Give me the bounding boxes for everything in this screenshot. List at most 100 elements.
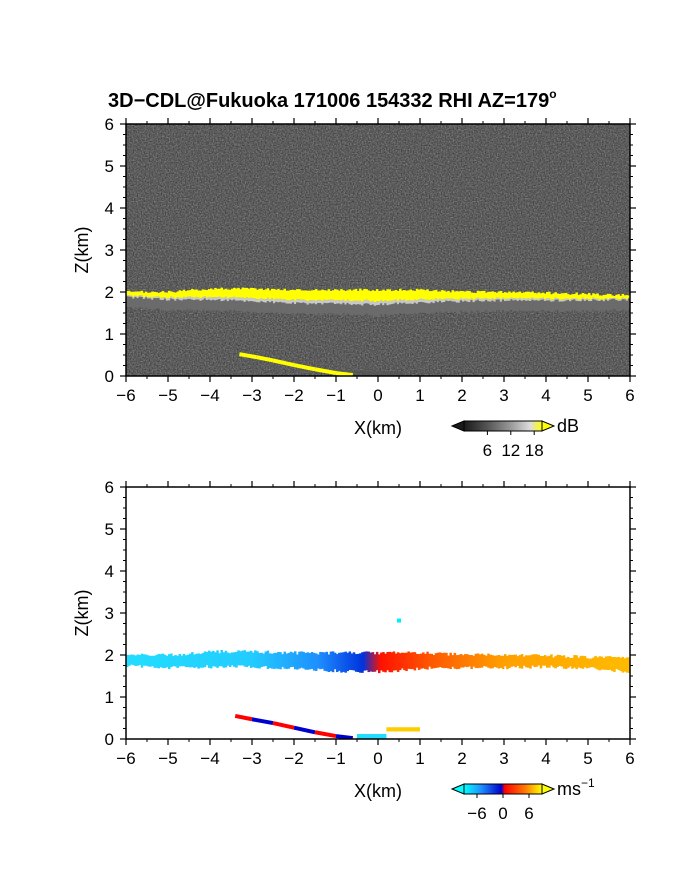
intensity-noise bbox=[126, 124, 630, 376]
intensity-layer-fringe bbox=[606, 300, 610, 312]
intensity-layer-fringe bbox=[514, 299, 517, 311]
intensity-layer-fringe bbox=[363, 303, 366, 315]
velocity-xtick-label: −4 bbox=[200, 749, 219, 768]
intensity-layer-fringe bbox=[378, 304, 381, 316]
intensity-layer-edge bbox=[130, 295, 133, 297]
intensity-layer-fringe bbox=[201, 299, 205, 311]
intensity-layer-core bbox=[606, 293, 610, 300]
velocity-layer-column bbox=[270, 653, 274, 669]
velocity-layer-column bbox=[195, 653, 198, 668]
velocity-layer-column bbox=[142, 654, 146, 666]
intensity-layer-core bbox=[426, 289, 429, 300]
velocity-layer-column bbox=[243, 650, 247, 667]
intensity-layer-edge bbox=[205, 297, 209, 301]
velocity-layer-column bbox=[321, 652, 324, 669]
velocity-layer-column bbox=[537, 654, 541, 666]
intensity-layer-fringe bbox=[249, 301, 253, 312]
intensity-layer-core bbox=[333, 289, 337, 301]
intensity-layer-fringe bbox=[489, 301, 492, 313]
intensity-layer-core bbox=[564, 292, 568, 299]
intensity-layer-fringe bbox=[588, 301, 591, 312]
velocity-layer-column bbox=[478, 654, 482, 668]
intensity-layer-fringe bbox=[153, 298, 156, 309]
intensity-xtick-label: 2 bbox=[457, 386, 466, 405]
intensity-layer-core bbox=[462, 291, 465, 299]
intensity-ground-clutter bbox=[239, 352, 257, 360]
intensity-layer-core bbox=[262, 290, 265, 300]
intensity-layer-fringe bbox=[140, 296, 144, 308]
intensity-layer-fringe bbox=[163, 298, 167, 310]
intensity-layer-core bbox=[594, 294, 597, 299]
intensity-layer-core bbox=[132, 291, 135, 297]
intensity-layer-core bbox=[216, 288, 219, 298]
intensity-layer-core bbox=[220, 287, 223, 298]
intensity-layer-edge bbox=[138, 295, 142, 297]
velocity-layer-column bbox=[445, 652, 448, 668]
velocity-layer-column bbox=[237, 650, 240, 666]
intensity-layer-core bbox=[546, 292, 549, 299]
intensity-layer-core bbox=[455, 291, 459, 300]
intensity-layer-fringe bbox=[415, 303, 419, 315]
intensity-layer-fringe bbox=[445, 300, 448, 312]
velocity-layer-column bbox=[583, 656, 587, 668]
velocity-layer-column bbox=[571, 657, 574, 669]
intensity-layer-edge bbox=[581, 297, 585, 300]
velocity-layer-column bbox=[201, 653, 205, 668]
velocity-layer-column bbox=[172, 656, 175, 667]
intensity-layer-core bbox=[468, 291, 471, 300]
intensity-layer-edge bbox=[151, 297, 154, 300]
intensity-layer-core bbox=[413, 290, 417, 300]
intensity-layer-edge bbox=[249, 297, 253, 302]
intensity-layer-edge bbox=[336, 300, 339, 304]
intensity-layer-core bbox=[539, 293, 543, 299]
intensity-layer-fringe bbox=[453, 301, 457, 313]
velocity-layer-column bbox=[378, 654, 381, 674]
intensity-layer-edge bbox=[472, 299, 475, 303]
velocity-isolated-echo bbox=[397, 618, 401, 623]
velocity-layer-column bbox=[222, 652, 226, 668]
velocity-layer-column bbox=[247, 651, 251, 666]
intensity-layer-edge bbox=[560, 299, 564, 302]
intensity-layer-fringe bbox=[168, 300, 171, 311]
intensity-layer-core bbox=[518, 291, 522, 298]
intensity-layer-edge bbox=[254, 298, 257, 302]
intensity-layer-core bbox=[415, 288, 419, 300]
velocity-layer-column bbox=[409, 652, 412, 670]
velocity-layer-column bbox=[157, 653, 160, 669]
intensity-layer-fringe bbox=[310, 303, 314, 315]
intensity-xtick-label: 6 bbox=[625, 386, 634, 405]
velocity-layer-column bbox=[462, 655, 465, 668]
intensity-layer-edge bbox=[256, 299, 259, 303]
velocity-layer-column bbox=[296, 654, 299, 670]
intensity-layer-fringe bbox=[346, 302, 349, 314]
velocity-layer-column bbox=[289, 651, 293, 668]
intensity-layer-fringe bbox=[296, 302, 299, 313]
velocity-layer-column bbox=[285, 653, 289, 670]
intensity-layer-fringe bbox=[170, 298, 173, 309]
intensity-layer-fringe bbox=[132, 298, 135, 310]
intensity-layer-core bbox=[432, 290, 436, 300]
intensity-layer-core bbox=[199, 290, 202, 299]
intensity-layer-core bbox=[541, 292, 545, 298]
velocity-layer-column bbox=[256, 651, 259, 669]
intensity-layer-core bbox=[424, 290, 427, 300]
velocity-layer-column bbox=[193, 654, 196, 668]
intensity-layer-fringe bbox=[459, 300, 463, 311]
intensity-layer-fringe bbox=[487, 301, 490, 312]
intensity-layer-core bbox=[558, 293, 562, 300]
intensity-layer-core bbox=[428, 291, 431, 301]
intensity-layer-core bbox=[249, 287, 253, 298]
velocity-layer-column bbox=[407, 651, 410, 669]
intensity-layer-fringe bbox=[472, 302, 475, 313]
intensity-layer-core bbox=[226, 289, 230, 299]
intensity-layer-core bbox=[140, 290, 144, 296]
intensity-layer-fringe bbox=[126, 296, 129, 307]
velocity-layer-column bbox=[264, 651, 268, 666]
velocity-layer-column bbox=[569, 658, 572, 667]
velocity-colorbar-unit: ms−1 bbox=[557, 776, 595, 799]
intensity-layer-fringe bbox=[214, 300, 217, 311]
velocity-colorbar-ramp bbox=[463, 783, 543, 795]
intensity-layer-core bbox=[325, 290, 328, 301]
velocity-layer-column bbox=[155, 654, 158, 668]
velocity-layer-column bbox=[382, 652, 385, 672]
